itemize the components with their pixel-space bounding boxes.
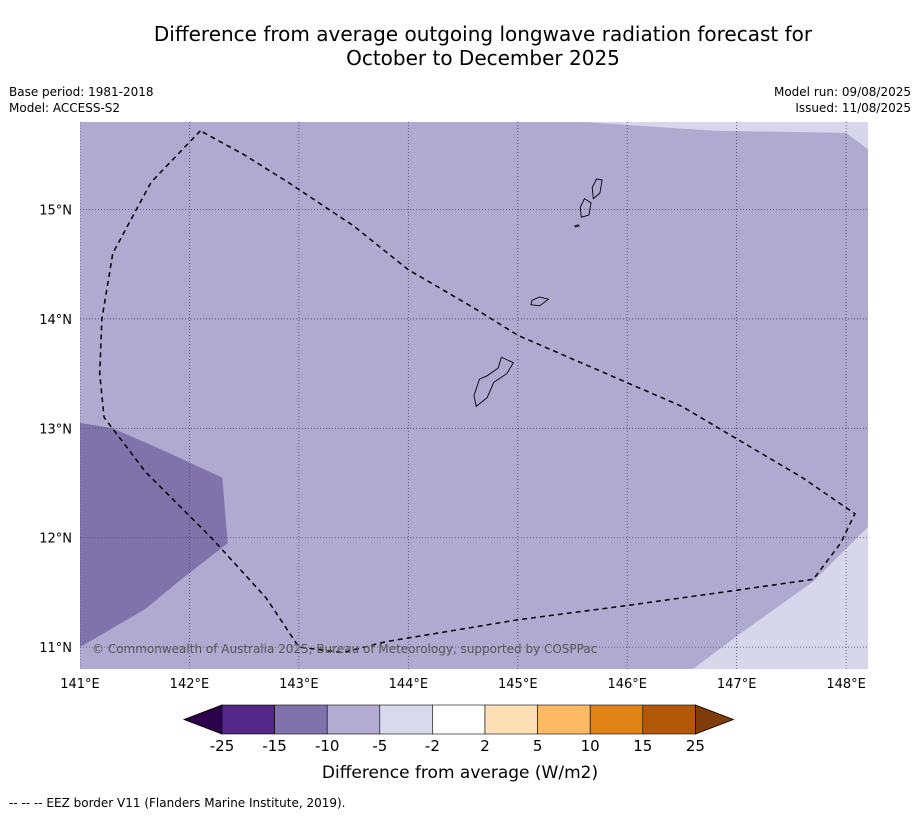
run-info: Model run: 09/08/2025 Issued: 11/08/2025 — [774, 84, 911, 116]
colorbar-segment — [484, 704, 538, 735]
anomaly-region-0 — [80, 422, 228, 648]
lon-tick-label: 142°E — [170, 677, 210, 692]
island-saipan — [591, 178, 603, 200]
colorbar-segment — [537, 704, 591, 735]
colorbar-tick-label: 2 — [480, 737, 490, 755]
island-aguijan — [573, 224, 580, 228]
island-guam — [473, 356, 515, 408]
lat-tick-label: 12°N — [39, 532, 72, 547]
island-rota — [530, 296, 550, 307]
anomaly-region-1 — [692, 526, 868, 669]
lon-tick-label: 147°E — [717, 677, 757, 692]
lon-tick-label: 143°E — [279, 677, 319, 692]
issued-text: Issued: 11/08/2025 — [795, 101, 911, 115]
colorbar-segment — [274, 704, 328, 735]
lon-tick-label: 146°E — [607, 677, 647, 692]
colorbar-segment — [589, 704, 644, 735]
colorbar-segment — [326, 704, 381, 735]
colorbar-extend-high — [695, 704, 735, 735]
lat-tick-label: 14°N — [39, 313, 72, 328]
model-run-text: Model run: 09/08/2025 — [773, 85, 911, 99]
colorbar-tick-label: -2 — [425, 737, 440, 755]
eez-border-line — [98, 130, 856, 654]
colorbar-segment — [432, 704, 486, 735]
anomaly-region-2 — [583, 122, 868, 150]
lat-tick-label: 15°N — [39, 204, 72, 219]
colorbar-tick-label: -25 — [210, 737, 235, 755]
lat-tick-label: 11°N — [39, 641, 72, 656]
colorbar: -25 -15 -10 -5 -2 2 5 10 15 25 — [182, 704, 735, 755]
colorbar-tick-label: -15 — [262, 737, 287, 755]
island-tinian — [579, 197, 592, 218]
base-period-text: Base period: 1981-2018 — [9, 85, 154, 99]
colorbar-tick-label: 10 — [581, 737, 600, 755]
model-info: Base period: 1981-2018 Model: ACCESS-S2 — [9, 84, 154, 116]
title-line-2: October to December 2025 — [346, 46, 620, 70]
title-line-1: Difference from average outgoing longwav… — [153, 22, 813, 46]
eez-footnote: -- -- -- EEZ border V11 (Flanders Marine… — [9, 796, 346, 810]
colorbar-tick-label: 15 — [633, 737, 652, 755]
colorbar-extend-low — [182, 704, 223, 735]
copyright-text: © Commonwealth of Australia 2025, Bureau… — [92, 642, 597, 656]
lon-tick-label: 144°E — [389, 677, 429, 692]
colorbar-tick-label: 25 — [686, 737, 705, 755]
model-name-text: Model: ACCESS-S2 — [9, 101, 121, 115]
lat-tick-label: 13°N — [39, 422, 72, 437]
colorbar-segment — [221, 704, 275, 735]
colorbar-tick-label: -5 — [372, 737, 387, 755]
colorbar-tick-label: -10 — [315, 737, 340, 755]
colorbar-tick-label: 5 — [533, 737, 543, 755]
lon-tick-label: 141°E — [60, 677, 100, 692]
lon-tick-label: 145°E — [498, 677, 538, 692]
lon-tick-label: 148°E — [826, 677, 866, 692]
map-title: Difference from average outgoing longwav… — [0, 22, 919, 70]
colorbar-segment — [379, 704, 433, 735]
colorbar-segment — [642, 704, 696, 735]
map-area: © Commonwealth of Australia 2025, Bureau… — [80, 122, 868, 669]
colorbar-label: Difference from average (W/m2) — [322, 763, 598, 783]
